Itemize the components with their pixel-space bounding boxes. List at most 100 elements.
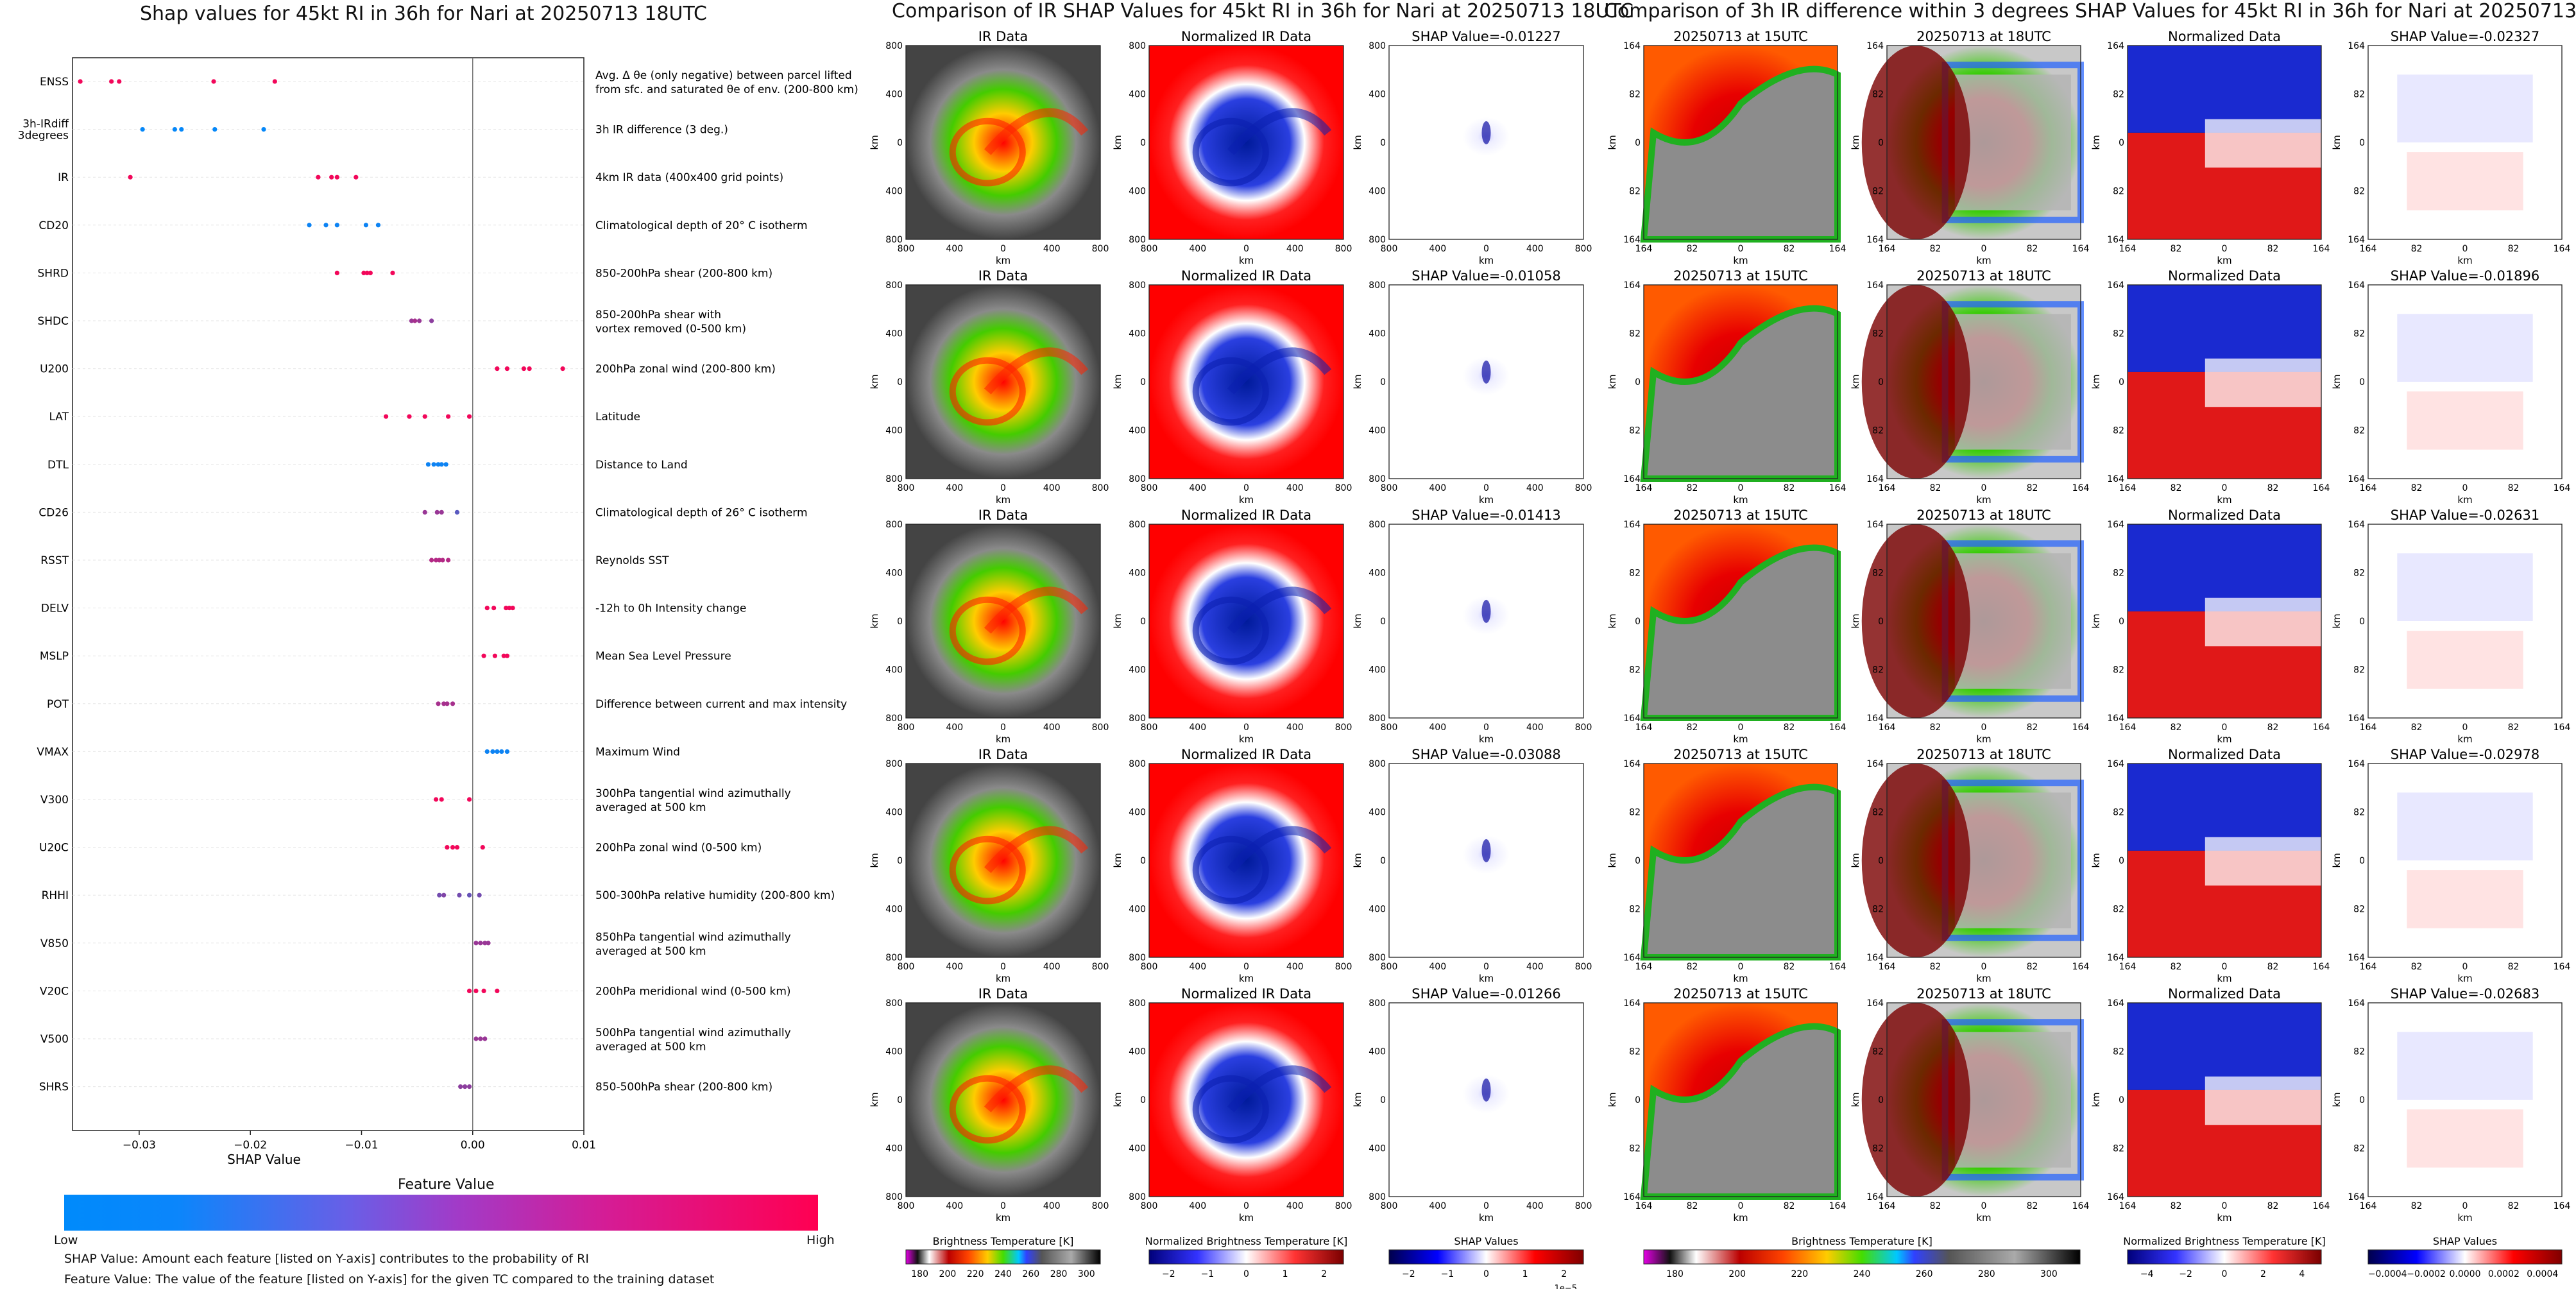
shap-hotspot (1481, 1078, 1491, 1102)
y-tick-label: 800 (1369, 759, 1386, 769)
plot-frame (72, 57, 584, 1131)
cloud-band (1227, 347, 1332, 395)
feature-label: SHRS (39, 1081, 69, 1094)
x-axis-label: km (996, 255, 1011, 266)
shap-point (363, 223, 369, 228)
y-tick-label: 400 (885, 665, 903, 676)
y-tick-label: 164 (2107, 474, 2124, 484)
y-tick-label: 400 (885, 426, 903, 436)
cloud-free-region (1954, 314, 2071, 450)
y-tick-label: 82 (2353, 329, 2365, 339)
cloud-free-region (1640, 783, 1841, 960)
x-tick-label: 0 (1243, 1201, 1249, 1211)
x-tick-label: −0.01 (345, 1139, 378, 1152)
x-tick-label: 400 (1043, 483, 1061, 493)
colorbar-tick-label: 2 (1561, 1269, 1567, 1279)
shap-point (440, 558, 445, 563)
y-tick-label: 400 (1129, 568, 1146, 579)
feature-label: MSLP (40, 650, 69, 663)
y-tick-label: 0 (2359, 1095, 2365, 1105)
feature-description: 200hPa zonal wind (0-500 km) (595, 842, 762, 855)
y-tick-label: 0 (1380, 617, 1386, 627)
x-tick-label: 0 (2222, 483, 2228, 493)
x-tick-label: 164 (1829, 962, 1847, 972)
x-tick-label: 164 (2360, 962, 2377, 972)
x-tick-label: 164 (1829, 1201, 1847, 1211)
x-tick-label: 164 (2313, 962, 2330, 972)
feature-label: U200 (40, 363, 69, 376)
colorbar-tick-label: 0.0000 (2450, 1269, 2481, 1279)
panel-frame (1148, 1002, 1344, 1197)
feature-description: 4km IR data (400x400 grid points) (595, 171, 783, 184)
x-axis-label: km (1479, 255, 1494, 266)
y-tick-label: 0 (897, 617, 903, 627)
x-tick-label: 164 (2360, 722, 2377, 733)
panel-title: SHAP Value=-0.02683 (2391, 986, 2540, 1002)
panel-title: Normalized IR Data (1181, 747, 1311, 762)
x-axis-label: km (2457, 973, 2472, 984)
shap-point (495, 366, 500, 371)
x-tick-label: 164 (1635, 1201, 1653, 1211)
shap-negative-region (2397, 74, 2533, 142)
y-tick-label: 82 (1629, 1047, 1641, 1057)
shap-point (492, 653, 497, 658)
x-axis-label: km (2217, 494, 2231, 506)
x-tick-label: 800 (1335, 1201, 1352, 1211)
x-tick-label: 400 (1429, 1201, 1446, 1211)
x-tick-label: 800 (1335, 483, 1352, 493)
colorbar-tick-label: 0 (2222, 1269, 2228, 1279)
x-axis-label: km (996, 1212, 1011, 1224)
x-tick-label: 82 (2027, 962, 2038, 972)
y-axis-label: km (869, 613, 880, 628)
y-axis-label: km (1352, 613, 1363, 628)
shap-point (437, 892, 442, 898)
x-tick-label: 82 (2411, 1201, 2423, 1211)
y-tick-label: 82 (1872, 808, 1884, 818)
x-tick-label: 400 (1043, 722, 1061, 733)
shap-point (510, 606, 515, 611)
shap-positive-region (2407, 631, 2523, 689)
normalized-neutral-band (2205, 358, 2321, 407)
feature-description: 200hPa meridional wind (0-500 km) (595, 985, 791, 998)
y-tick-label: 82 (2113, 808, 2124, 818)
panel-title: 20250713 at 15UTC (1673, 747, 1808, 762)
x-tick-label: 82 (2267, 1201, 2279, 1211)
x-tick-label: 800 (898, 1201, 915, 1211)
x-tick-label: 82 (2171, 722, 2182, 733)
y-tick-label: 400 (885, 568, 903, 579)
shap-hotspot (1481, 839, 1491, 862)
y-axis-label: km (1112, 1092, 1123, 1107)
shap-point (466, 988, 472, 993)
y-tick-label: 164 (2107, 998, 2124, 1009)
normalized-upper-region (2128, 285, 2321, 372)
x-tick-label: 164 (1879, 962, 1896, 972)
shap-point (473, 988, 479, 993)
y-tick-label: 800 (885, 953, 903, 963)
cloud-band (984, 586, 1089, 634)
x-tick-label: 164 (2119, 244, 2137, 254)
y-tick-label: 0 (1140, 856, 1146, 866)
shap-point (128, 175, 133, 180)
y-tick-label: 800 (1369, 520, 1386, 530)
x-tick-label: 0.00 (461, 1139, 485, 1152)
shap-point (354, 175, 359, 180)
panel-title: IR Data (978, 986, 1028, 1002)
x-tick-label: 0 (1483, 244, 1489, 254)
shap-point (466, 414, 472, 419)
shap-point (390, 270, 395, 275)
y-tick-label: 400 (1129, 1144, 1146, 1154)
panel-frame (2367, 45, 2563, 240)
x-tick-label: 82 (2508, 962, 2520, 972)
y-tick-label: 800 (1369, 1192, 1386, 1202)
shap-point (466, 1084, 472, 1089)
feature-label: IR (58, 171, 69, 184)
y-tick-label: 164 (2107, 713, 2124, 724)
shap-point (179, 127, 184, 132)
shap-point (458, 1084, 463, 1089)
x-tick-label: 800 (1335, 244, 1352, 254)
colorbar-tick-label: 300 (1078, 1269, 1095, 1279)
feature-description: 850hPa tangential wind azimuthally (595, 931, 791, 944)
panel-image (906, 285, 1100, 479)
y-tick-label: 82 (1872, 665, 1884, 676)
y-axis-label: km (2090, 1092, 2102, 1107)
